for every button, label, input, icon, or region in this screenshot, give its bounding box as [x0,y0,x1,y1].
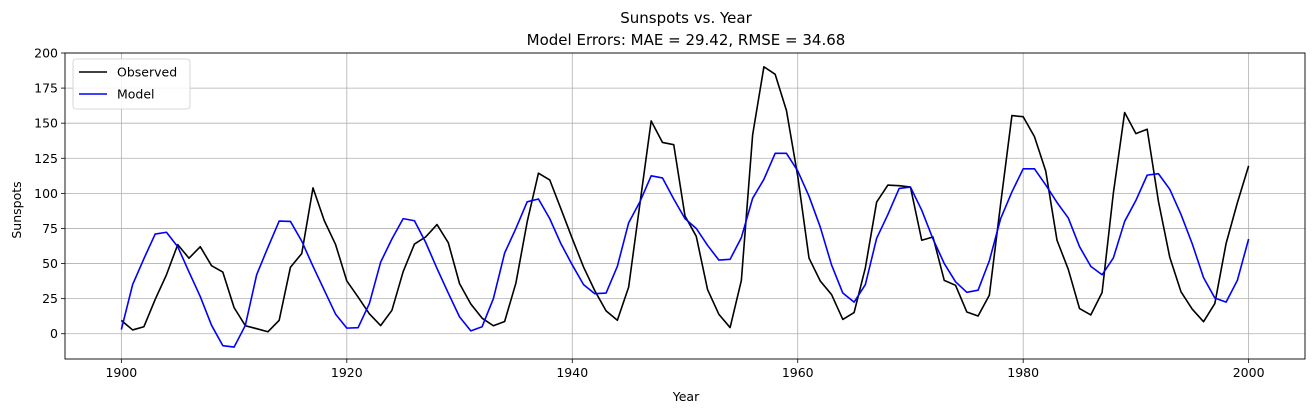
y-tick-label: 175 [34,81,58,96]
chart-title: Sunspots vs. Year [620,9,752,27]
y-axis-label: Sunspots [9,181,24,238]
y-tick-label: 0 [50,326,58,341]
legend-label-observed: Observed [117,65,177,80]
legend: Observed Model [72,58,191,110]
series-line-observed [120,65,1250,333]
series-layer [120,65,1250,348]
y-tick-label: 75 [42,221,58,236]
y-tick-label: 25 [42,291,58,306]
y-tick-label: 50 [42,256,58,271]
x-tick-label: 1900 [105,365,137,380]
y-tick-label: 200 [34,46,58,61]
x-tick-label: 1920 [331,365,363,380]
grid [65,52,1305,359]
x-tick-label: 1960 [782,365,814,380]
y-tick-label: 150 [34,116,58,131]
ticks: 1900 1920 1940 1960 1980 2000 0 25 50 75 100 125 150… [34,46,1264,381]
x-tick-label: 1940 [556,365,588,380]
x-tick-label: 1980 [1007,365,1039,380]
plot-frame [64,52,1306,360]
x-axis-label: Year [672,389,700,404]
chart-subtitle: Model Errors: MAE = 29.42, RMSE = 34.68 [527,31,846,49]
y-tick-label: 125 [34,151,58,166]
y-tick-label: 100 [34,186,58,201]
x-tick-label: 2000 [1233,365,1265,380]
legend-label-model: Model [117,87,155,102]
series-line-model [120,152,1250,348]
